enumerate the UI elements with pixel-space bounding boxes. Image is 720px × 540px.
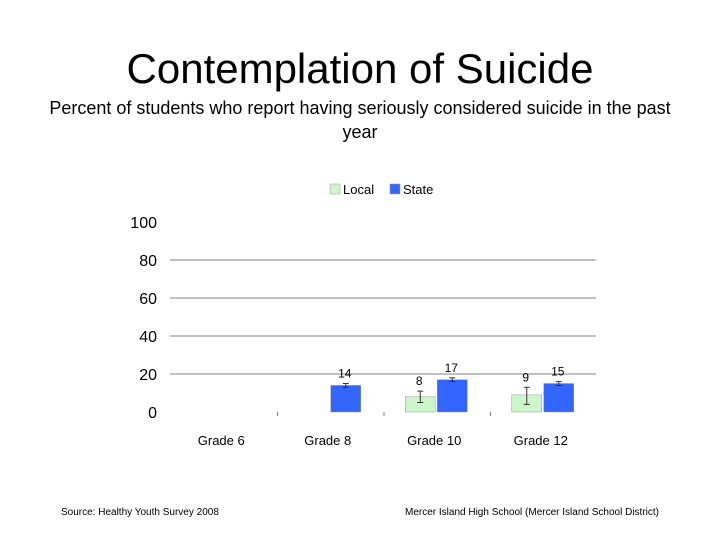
school-note: Mercer Island High School (Mercer Island… (405, 507, 659, 518)
y-tick-label: 80 (139, 253, 157, 270)
legend-swatch-local (329, 183, 341, 195)
x-tick-label: Grade 6 (198, 433, 245, 448)
y-tick-label: 0 (148, 405, 157, 422)
y-tick-label: 100 (130, 215, 157, 232)
bar-state (543, 383, 574, 413)
legend-swatch-state (389, 183, 401, 195)
x-tick-label: Grade 10 (407, 433, 461, 448)
y-tick-label: 20 (139, 367, 157, 384)
slide-title: Contemplation of Suicide (126, 45, 594, 92)
bar-state (330, 385, 361, 413)
y-tick-label: 40 (139, 329, 157, 346)
data-label: 15 (551, 365, 565, 379)
y-tick-label: 60 (139, 291, 157, 308)
slide-subtitle: Percent of students who report having se… (49, 98, 671, 142)
x-tick-label: Grade 12 (514, 433, 568, 448)
data-label: 14 (338, 367, 352, 381)
x-tick-label: Grade 8 (304, 433, 351, 448)
data-label: 8 (416, 374, 423, 388)
legend-label: Local (343, 182, 374, 197)
legend-label: State (403, 182, 433, 197)
data-label: 9 (522, 370, 529, 384)
source-note: Source: Healthy Youth Survey 2008 (61, 507, 219, 518)
data-label: 17 (445, 361, 459, 375)
bar-state (437, 379, 468, 413)
